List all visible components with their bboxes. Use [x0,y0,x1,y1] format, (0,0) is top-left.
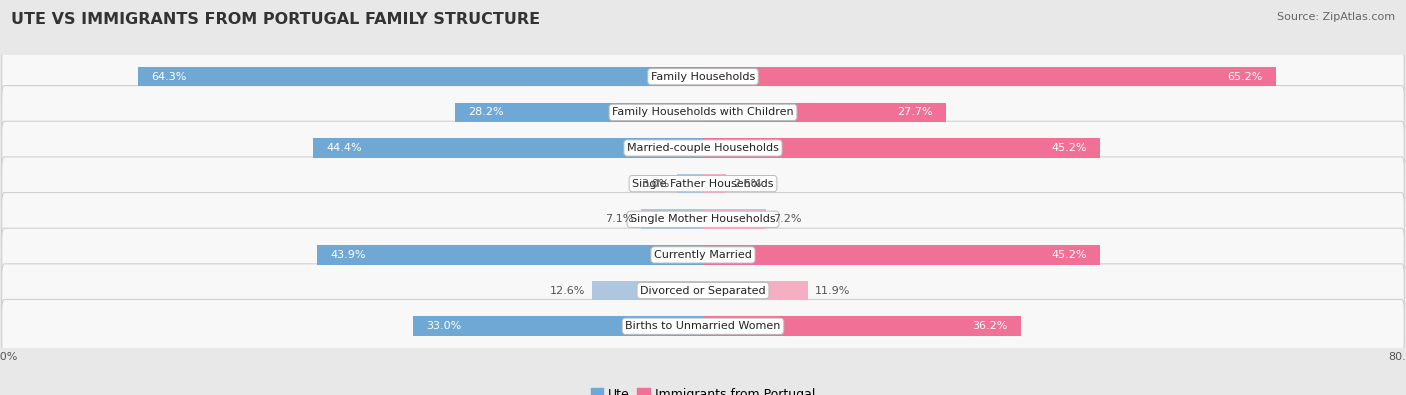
Bar [456,103,703,122]
Bar [676,174,703,194]
FancyBboxPatch shape [1,192,1405,246]
Text: 44.4%: 44.4% [326,143,361,153]
Bar [413,316,703,336]
Text: Births to Unmarried Women: Births to Unmarried Women [626,321,780,331]
Bar [703,209,766,229]
Bar [703,67,1277,87]
Text: 65.2%: 65.2% [1227,71,1263,82]
Bar [703,174,725,194]
FancyBboxPatch shape [1,86,1405,139]
Legend: Ute, Immigrants from Portugal: Ute, Immigrants from Portugal [586,383,820,395]
Bar [592,281,703,300]
Text: UTE VS IMMIGRANTS FROM PORTUGAL FAMILY STRUCTURE: UTE VS IMMIGRANTS FROM PORTUGAL FAMILY S… [11,12,540,27]
Text: Divorced or Separated: Divorced or Separated [640,286,766,295]
Text: 45.2%: 45.2% [1052,250,1087,260]
Text: 36.2%: 36.2% [973,321,1008,331]
Text: Source: ZipAtlas.com: Source: ZipAtlas.com [1277,12,1395,22]
Text: Currently Married: Currently Married [654,250,752,260]
Bar [703,316,1021,336]
Bar [641,209,703,229]
Text: Family Households with Children: Family Households with Children [612,107,794,117]
Text: Family Households: Family Households [651,71,755,82]
Text: Married-couple Households: Married-couple Households [627,143,779,153]
FancyBboxPatch shape [1,228,1405,282]
FancyBboxPatch shape [1,157,1405,211]
Bar [703,138,1099,158]
FancyBboxPatch shape [1,299,1405,353]
Text: 7.2%: 7.2% [773,214,801,224]
Text: 28.2%: 28.2% [468,107,503,117]
FancyBboxPatch shape [1,50,1405,103]
Bar [318,245,703,265]
Text: Single Mother Households: Single Mother Households [630,214,776,224]
Text: 45.2%: 45.2% [1052,143,1087,153]
FancyBboxPatch shape [1,264,1405,317]
Text: 43.9%: 43.9% [330,250,366,260]
Text: 7.1%: 7.1% [605,214,634,224]
Text: 27.7%: 27.7% [897,107,934,117]
Bar [703,281,807,300]
Text: Single Father Households: Single Father Households [633,179,773,189]
Bar [138,67,703,87]
Text: 12.6%: 12.6% [550,286,585,295]
Bar [314,138,703,158]
Text: 11.9%: 11.9% [814,286,851,295]
Text: 3.0%: 3.0% [641,179,669,189]
FancyBboxPatch shape [1,121,1405,175]
Text: 2.6%: 2.6% [733,179,761,189]
Text: 64.3%: 64.3% [152,71,187,82]
Bar [703,103,946,122]
Bar [703,245,1099,265]
Text: 33.0%: 33.0% [426,321,461,331]
